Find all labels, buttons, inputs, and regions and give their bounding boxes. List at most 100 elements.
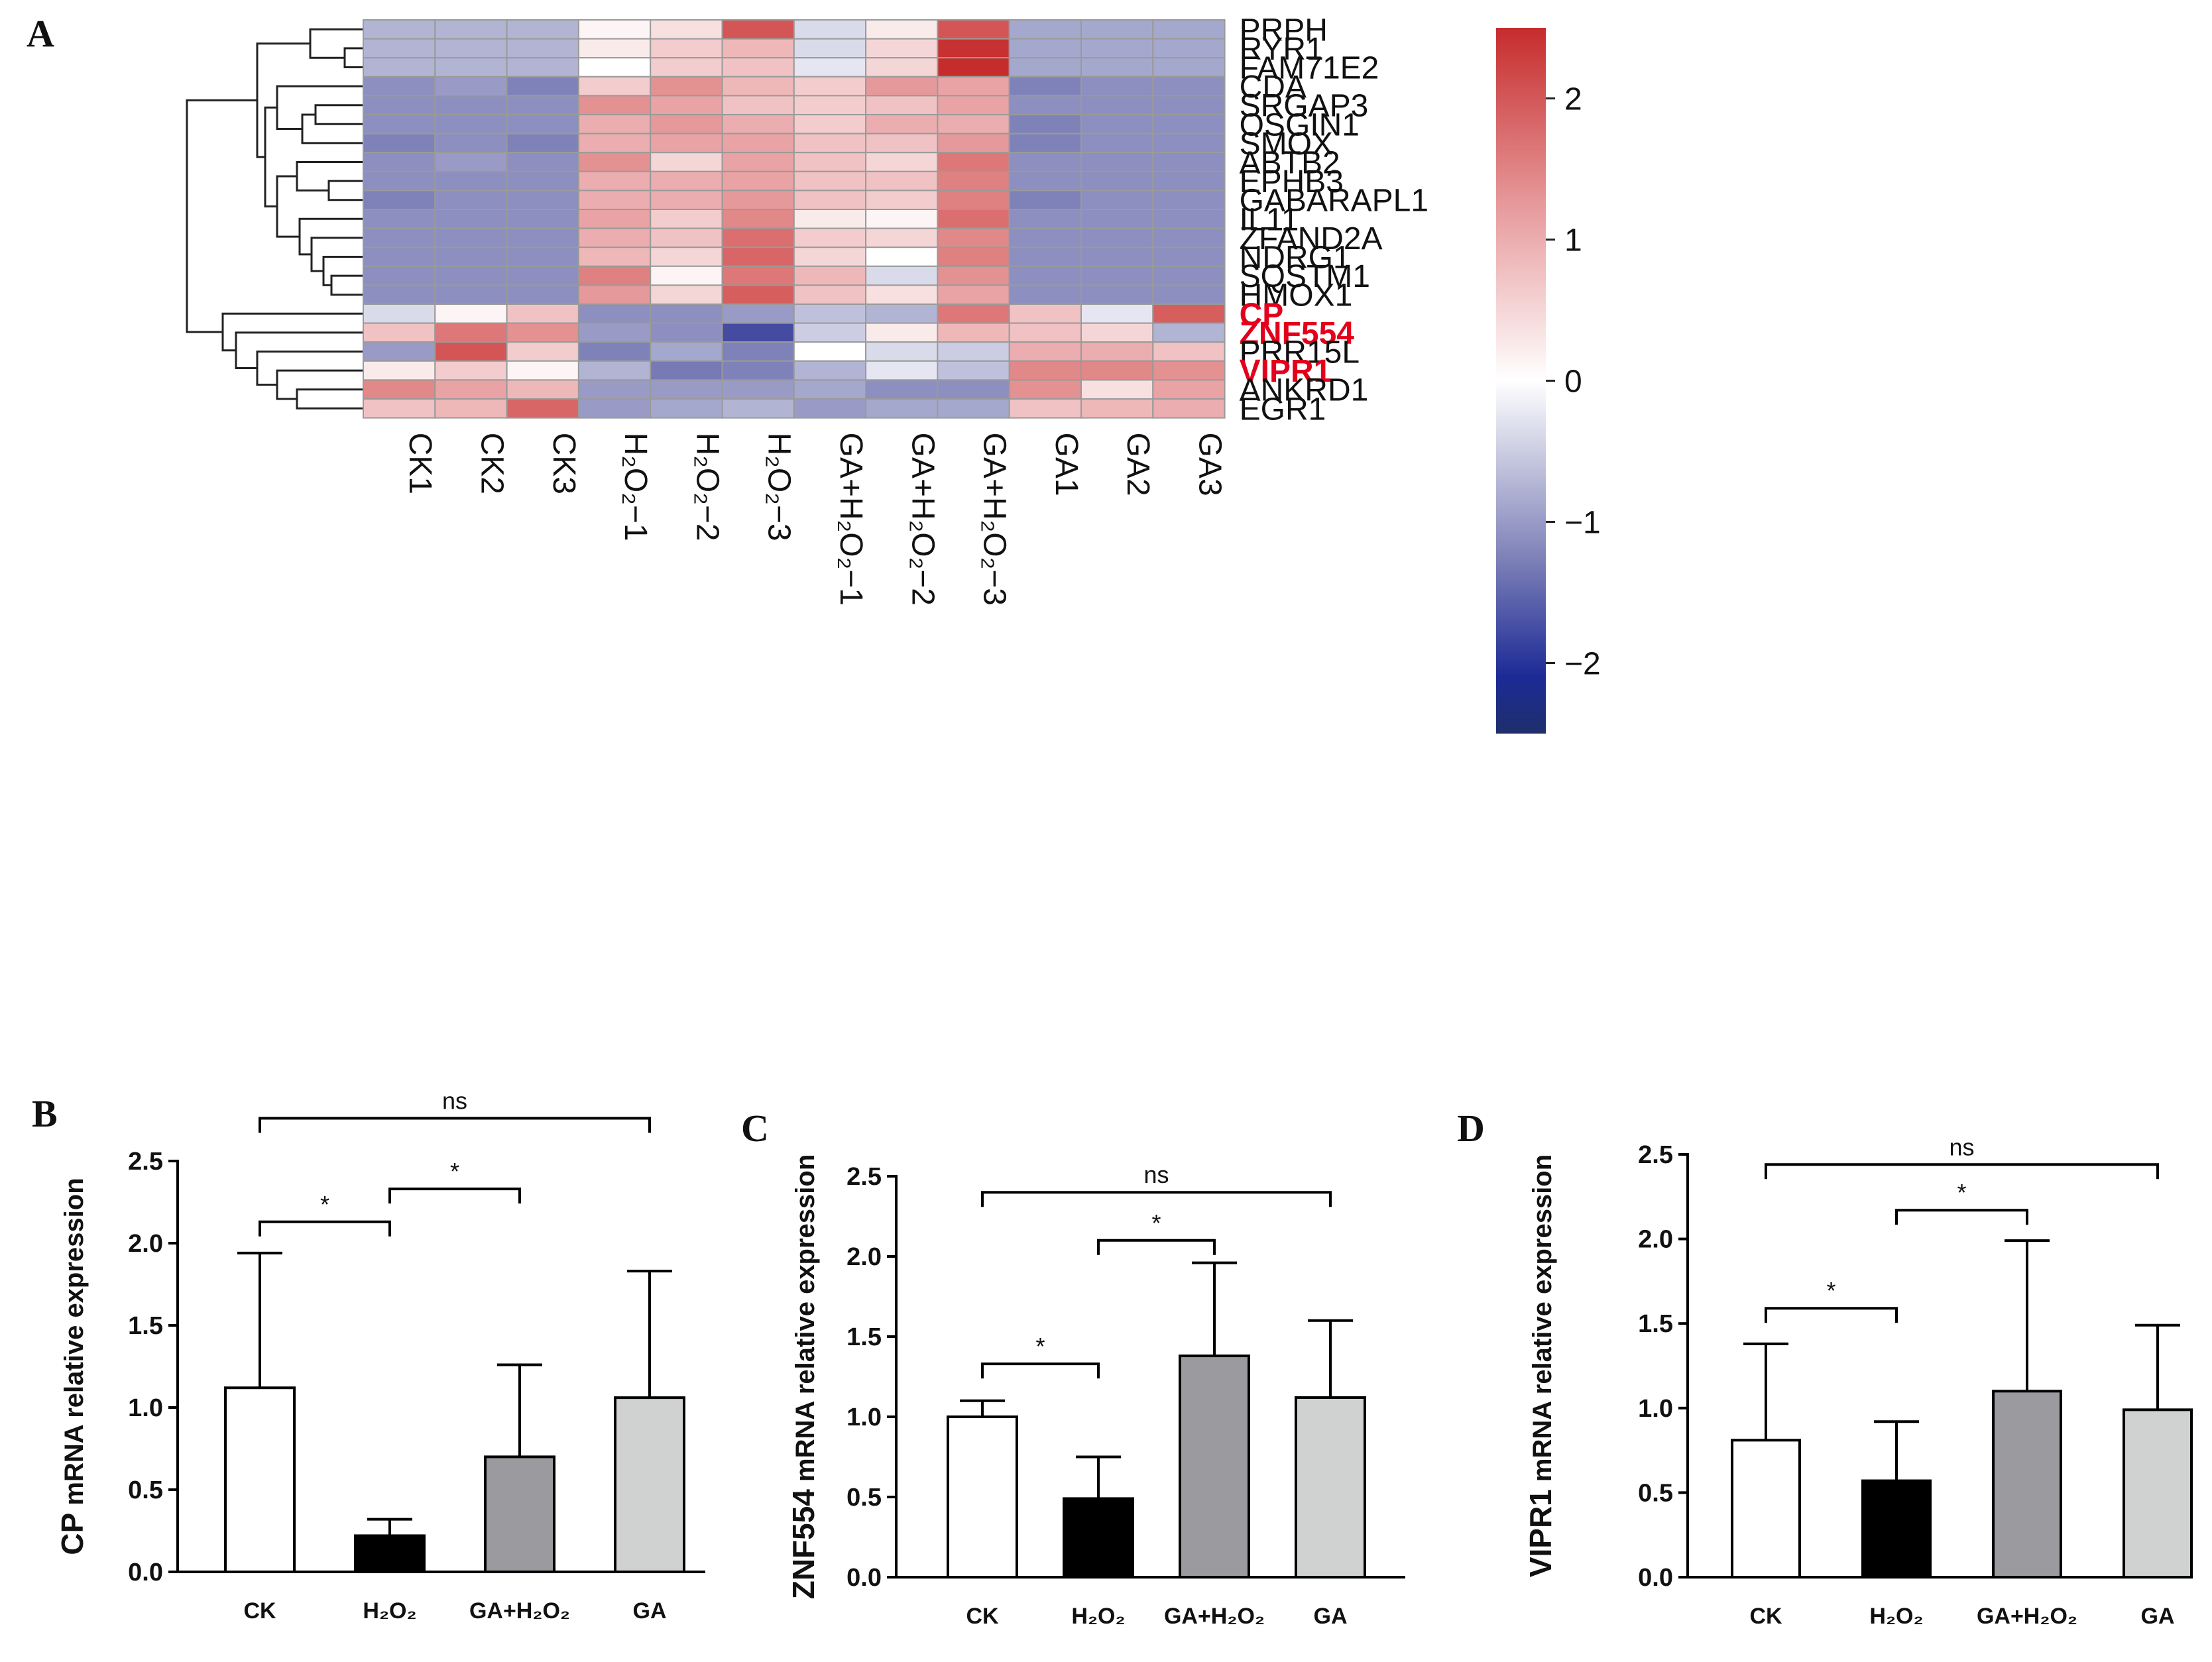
heatmap-cell (1080, 152, 1154, 172)
heatmap-cell (937, 247, 1010, 267)
heatmap-cell (1152, 304, 1226, 324)
heatmap-cell (793, 379, 867, 400)
heatmap-cell (363, 360, 436, 381)
heatmap-cell (650, 170, 723, 192)
heatmap-cell (937, 398, 1010, 419)
panel-d-letter: D (1457, 1107, 1485, 1150)
y-tick-label: 1.0 (128, 1394, 163, 1422)
heatmap-cell (721, 133, 795, 154)
significance-bracket (259, 1220, 391, 1237)
heatmap-cell (1008, 247, 1082, 267)
heatmap-cell (1152, 19, 1226, 40)
y-tick-label: 2.0 (1638, 1226, 1673, 1254)
heatmap-cell (1152, 152, 1226, 172)
heatmap-cell (363, 114, 436, 135)
heatmap-cell (1080, 304, 1154, 324)
heatmap-cell (1152, 341, 1226, 362)
y-axis-label-rest: mRNA relative expression (1528, 1154, 1557, 1489)
heatmap-row-labels: PRPHRYR1FAM71E2CDASRGAP3OSGIN1SMOXABTB2E… (1240, 13, 1428, 427)
heatmap-cell (506, 284, 579, 305)
dendrogram-branch (322, 256, 363, 286)
dendrogram-branch (314, 104, 363, 125)
heatmap-cell (1008, 360, 1082, 381)
dendrogram-branch (235, 331, 363, 370)
heatmap-cell (937, 265, 1010, 286)
row-label-prr15l: PRR15L (1240, 335, 1360, 370)
significance-bracket (1097, 1239, 1216, 1255)
heatmap-cell (650, 19, 723, 40)
heatmap-cell (1080, 19, 1154, 40)
column-label: CK2 (474, 433, 509, 494)
column-label: GA+H₂O₂−3 (977, 433, 1012, 606)
y-tick-label: 2.5 (1638, 1141, 1673, 1169)
significance-label: * (1957, 1179, 1966, 1206)
heatmap-cell (434, 379, 508, 400)
heatmap-cell (937, 209, 1010, 229)
heatmap-cell (506, 379, 579, 400)
heatmap-cell (721, 284, 795, 305)
heatmap-cell (721, 19, 795, 40)
y-axis-gene: VIPR1 (1523, 1489, 1558, 1577)
heatmap-cell (1152, 247, 1226, 267)
heatmap-cell (1152, 170, 1226, 192)
heatmap-cell (793, 322, 867, 343)
heatmap-cell (1152, 284, 1226, 305)
heatmap-cell (650, 398, 723, 419)
heatmap-cell (865, 341, 939, 362)
heatmap-cell (721, 95, 795, 115)
y-tick-label: 0.5 (846, 1484, 882, 1512)
dendrogram-branch (186, 99, 257, 333)
significance-bracket (1765, 1163, 2159, 1180)
row-label-cp: CP (1240, 297, 1284, 332)
y-tick-label: 2.5 (128, 1148, 163, 1176)
dendrogram-branch (343, 47, 363, 68)
heatmap-cell (865, 284, 939, 305)
heatmap-cell (577, 265, 652, 286)
heatmap-cell (793, 152, 867, 172)
heatmap-cell (577, 133, 652, 154)
heatmap-cell (1008, 133, 1082, 154)
x-tick-label: GA+H₂O₂ (469, 1598, 570, 1624)
heatmap-cell (1008, 170, 1082, 192)
column-label: GA1 (1049, 433, 1084, 496)
heatmap-cell (937, 19, 1010, 40)
y-tick-label: 1.5 (128, 1312, 163, 1340)
heatmap-cell (1008, 341, 1082, 362)
row-label-znf554: ZNF554 (1240, 316, 1355, 351)
heatmap-cell (434, 170, 508, 192)
heatmap-cell (434, 322, 508, 343)
heatmap-cell (865, 247, 939, 267)
row-label-ephb3: EPHB3 (1240, 164, 1344, 199)
dendrogram-branch (276, 85, 363, 130)
row-label-ndrg1: NDRG1 (1240, 241, 1351, 276)
heatmap-cell (721, 57, 795, 78)
heatmap-cell (577, 209, 652, 229)
heatmap-cell (1152, 360, 1226, 381)
heatmap-cell (434, 209, 508, 229)
heatmap-cell (793, 341, 867, 362)
heatmap-cell (1008, 76, 1082, 97)
heatmap-cell (721, 341, 795, 362)
heatmap-cell (793, 360, 867, 381)
bar (1063, 1497, 1134, 1579)
significance-label: * (1151, 1209, 1161, 1237)
heatmap-cell (434, 284, 508, 305)
heatmap-cell (721, 190, 795, 210)
bar (947, 1415, 1018, 1579)
heatmap-cell (793, 209, 867, 229)
column-label: GA2 (1120, 433, 1155, 496)
color-scale-ticks: 2 1 0 −1 −2 (1546, 82, 1601, 682)
y-tick-label: 2.5 (846, 1163, 882, 1191)
bar (1179, 1355, 1250, 1579)
heatmap-cell (363, 133, 436, 154)
x-tick-label: H₂O₂ (1071, 1604, 1125, 1629)
heatmap-cell (577, 38, 652, 59)
heatmap-cell (434, 76, 508, 97)
heatmap-cell (434, 57, 508, 78)
heatmap-cell (865, 57, 939, 78)
heatmap-cell (434, 341, 508, 362)
heatmap-cell (650, 322, 723, 343)
heatmap-cell (1080, 114, 1154, 135)
heatmap-cell (577, 398, 652, 419)
